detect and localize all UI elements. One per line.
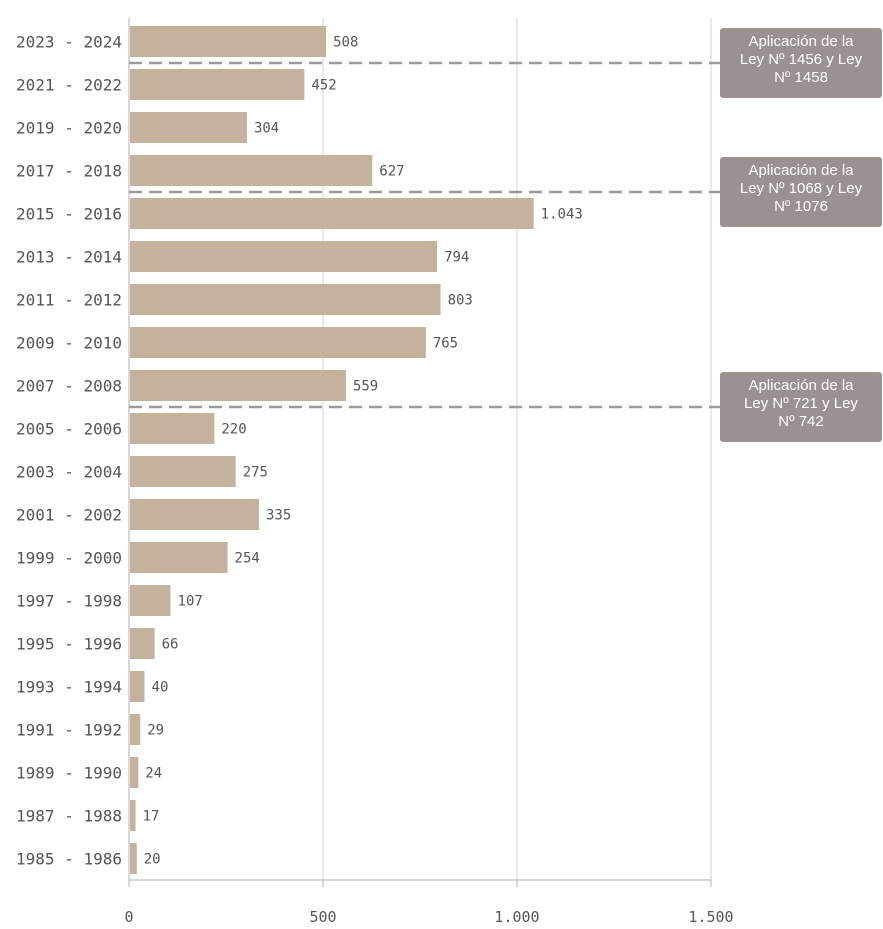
- category-label: 2005 - 2006: [16, 420, 122, 439]
- value-label: 220: [221, 422, 246, 438]
- category-label: 2013 - 2014: [16, 248, 122, 267]
- value-label: 1.043: [541, 207, 583, 223]
- x-tick-label: 1.500: [688, 908, 733, 926]
- category-label: 2011 - 2012: [16, 291, 122, 310]
- x-tick-label: 1.000: [494, 908, 539, 926]
- bar: [130, 327, 426, 358]
- value-label: 107: [178, 594, 203, 610]
- category-label: 1987 - 1988: [16, 807, 122, 826]
- annotation-text: Ley Nº 1068 y Ley: [739, 180, 863, 197]
- bar: [130, 284, 441, 315]
- annotation-text: Ley Nº 1456 y Ley: [739, 51, 863, 68]
- value-label: 40: [152, 680, 169, 696]
- value-label: 508: [333, 35, 358, 51]
- category-label: 1989 - 1990: [16, 764, 122, 783]
- value-label: 452: [311, 78, 336, 94]
- category-labels: 2023 - 2024 2021 - 2022 2019 - 2020 2017 - …: [16, 33, 122, 869]
- bar: [130, 112, 247, 143]
- bar: [130, 714, 141, 745]
- value-label: 66: [162, 637, 179, 653]
- annotation-text: Aplicación de la: [748, 33, 854, 50]
- value-label: 254: [235, 551, 260, 567]
- value-label: 275: [243, 465, 268, 481]
- bar: [130, 155, 373, 186]
- category-label: 2001 - 2002: [16, 506, 122, 525]
- bar: [130, 843, 137, 874]
- category-label: 1985 - 1986: [16, 850, 122, 869]
- grid-lines: [322, 18, 712, 880]
- bar: [130, 413, 215, 444]
- x-axis: 0 500 1.000 1.500: [124, 18, 734, 926]
- category-label: 1993 - 1994: [16, 678, 122, 697]
- value-label: 335: [266, 508, 291, 524]
- value-label: 803: [448, 293, 473, 309]
- category-label: 1995 - 1996: [16, 635, 122, 654]
- value-label: 765: [433, 336, 458, 352]
- category-label: 2017 - 2018: [16, 162, 122, 181]
- bar: [130, 26, 327, 57]
- annotation-box: Aplicación de la Ley Nº 1456 y Ley Nº 1458: [720, 28, 882, 98]
- annotation-box: Aplicación de la Ley Nº 721 y Ley Nº 742: [720, 372, 882, 442]
- value-label: 20: [144, 852, 161, 868]
- category-label: 2019 - 2020: [16, 119, 122, 138]
- category-label: 2009 - 2010: [16, 334, 122, 353]
- category-label: 2021 - 2022: [16, 76, 122, 95]
- bar: [130, 542, 228, 573]
- annotation-box: Aplicación de la Ley Nº 1068 y Ley Nº 1076: [720, 157, 882, 227]
- bar: [130, 198, 534, 229]
- value-label: 29: [147, 723, 164, 739]
- annotation-text: Aplicación de la: [748, 162, 854, 179]
- category-label: 2015 - 2016: [16, 205, 122, 224]
- value-label: 304: [254, 121, 279, 137]
- x-tick-label: 500: [309, 908, 336, 926]
- value-label: 794: [444, 250, 469, 266]
- bar: [130, 757, 139, 788]
- bar: [130, 499, 259, 530]
- bar: [130, 671, 145, 702]
- annotation-text: Aplicación de la: [748, 377, 854, 394]
- bar: [130, 69, 305, 100]
- bar: [130, 456, 236, 487]
- value-labels: 508 452 304 627 1.043 794 803 765 559 220 275 335 25…: [143, 35, 583, 868]
- category-label: 2023 - 2024: [16, 33, 122, 52]
- value-label: 17: [143, 809, 160, 825]
- annotation-text: Nº 1458: [774, 69, 828, 86]
- bar: [130, 370, 346, 401]
- bar: [130, 800, 136, 831]
- value-label: 627: [379, 164, 404, 180]
- value-label: 559: [353, 379, 378, 395]
- annotation-text: Nº 1076: [774, 198, 828, 215]
- annotation-text: Ley Nº 721 y Ley: [744, 395, 858, 412]
- category-label: 1991 - 1992: [16, 721, 122, 740]
- category-label: 2003 - 2004: [16, 463, 122, 482]
- x-tick-label: 0: [124, 908, 133, 926]
- value-label: 24: [145, 766, 162, 782]
- category-label: 2007 - 2008: [16, 377, 122, 396]
- bar: [130, 585, 171, 616]
- bars: [130, 26, 534, 874]
- category-label: 1997 - 1998: [16, 592, 122, 611]
- annotation-text: Nº 742: [778, 413, 824, 430]
- category-label: 1999 - 2000: [16, 549, 122, 568]
- bar: [130, 241, 438, 272]
- bar: [130, 628, 155, 659]
